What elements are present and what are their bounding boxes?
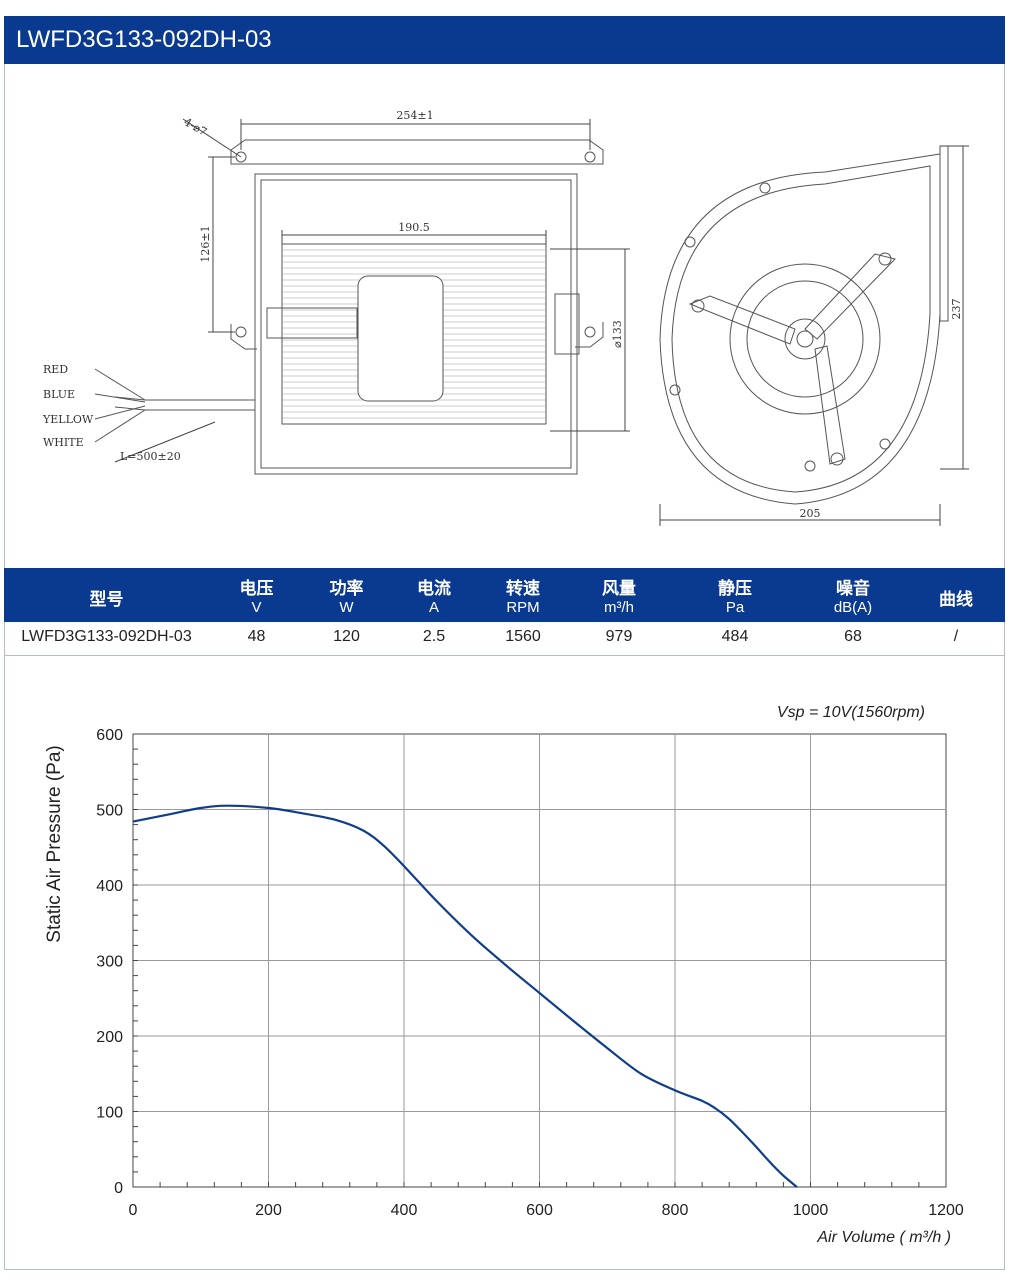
dim-depth-label: 205 bbox=[800, 507, 821, 520]
header-model: 型号 bbox=[89, 590, 124, 609]
header-static-pressure: 静压 Pa bbox=[718, 579, 752, 616]
wire-blue-label: BLUE bbox=[43, 388, 75, 401]
dim-diameter-label: ⌀133 bbox=[611, 320, 624, 348]
x-tick-label: 1000 bbox=[793, 1202, 829, 1219]
header-curve: 曲线 bbox=[939, 590, 973, 609]
header-current: 电流 A bbox=[417, 579, 451, 616]
cell-noise: 68 bbox=[844, 628, 862, 645]
y-tick-label: 200 bbox=[96, 1029, 123, 1046]
cell-current: 2.5 bbox=[422, 628, 446, 645]
header-noise: 噪音 dB(A) bbox=[833, 579, 873, 616]
mount-hole-icon bbox=[235, 151, 247, 163]
x-tick-label: 800 bbox=[662, 1202, 689, 1219]
y-tick-label: 300 bbox=[96, 954, 123, 971]
x-axis-label: Air Volume ( m³/h ) bbox=[816, 1229, 951, 1246]
technical-drawing: 254±1 4-⌀7 126±1 190.5 ⌀133 237 205 L=50… bbox=[42, 109, 969, 526]
pressure-curve-line bbox=[132, 804, 798, 1188]
x-tick-label: 200 bbox=[255, 1202, 282, 1219]
product-title-bar: LWFD3G133-092DH-03 bbox=[4, 16, 1005, 64]
header-airflow: 风量 m³/h bbox=[602, 579, 636, 616]
cell-model: LWFD3G133-092DH-03 bbox=[21, 628, 192, 645]
y-tick-label: 400 bbox=[96, 878, 123, 895]
bracket-arm bbox=[688, 295, 796, 345]
x-tick-label: 400 bbox=[391, 1202, 418, 1219]
header-voltage: 电压 V bbox=[239, 579, 274, 616]
wire-yellow-label: YELLOW bbox=[42, 413, 94, 426]
cell-power: 120 bbox=[333, 628, 360, 645]
x-tick-label: 1200 bbox=[928, 1202, 964, 1219]
chart-annotation: Vsp = 10V(1560rpm) bbox=[777, 704, 925, 721]
product-title: LWFD3G133-092DH-03 bbox=[16, 26, 272, 53]
impeller-ring bbox=[729, 263, 881, 415]
header-speed: 转速 RPM bbox=[506, 579, 540, 616]
cell-speed: 1560 bbox=[505, 628, 541, 645]
x-tick-label: 0 bbox=[129, 1202, 138, 1219]
cable-length-label: L=500±20 bbox=[120, 450, 181, 463]
cell-static-pressure: 484 bbox=[721, 628, 749, 645]
chart-ticks bbox=[132, 733, 947, 1188]
volute-outline bbox=[659, 153, 941, 505]
dim-inner-label: 190.5 bbox=[398, 221, 430, 234]
y-tick-label: 100 bbox=[96, 1105, 123, 1122]
x-tick-label: 600 bbox=[526, 1202, 553, 1219]
performance-chart: 0 200 400 600 800 1000 1200 0 100 200 300 400 500 600… bbox=[44, 704, 964, 1246]
wire-white-label: WHITE bbox=[43, 436, 84, 449]
y-tick-label: 0 bbox=[114, 1180, 123, 1197]
spec-table-header: 型号 电压 V 功率 W 电流 A 转速 RPM 风量 m³/h 静压 Pa 噪… bbox=[4, 568, 1005, 622]
dim-hole-label: 4-⌀7 bbox=[182, 115, 210, 138]
housing-outline bbox=[254, 173, 578, 475]
cell-curve: / bbox=[953, 628, 959, 645]
chart-grid bbox=[132, 733, 947, 1188]
cell-voltage: 48 bbox=[247, 628, 266, 645]
header-power: 功率 W bbox=[329, 579, 364, 616]
wire-red-label: RED bbox=[43, 363, 68, 376]
y-tick-label: 500 bbox=[96, 803, 123, 820]
chart-tick-labels: 0 200 400 600 800 1000 1200 0 100 200 300 400 500 600 bbox=[96, 727, 964, 1219]
y-axis-label: Static Air Pressure (Pa) bbox=[44, 745, 65, 942]
y-tick-label: 600 bbox=[96, 727, 123, 744]
dim-width-label: 254±1 bbox=[396, 109, 433, 122]
dim-height-right-label: 237 bbox=[950, 299, 963, 320]
cell-airflow: 979 bbox=[605, 628, 633, 645]
spec-table-row: LWFD3G133-092DH-03 48 120 2.5 1560 979 4… bbox=[4, 622, 1005, 656]
dim-height-left-label: 126±1 bbox=[199, 225, 212, 262]
motor-label-plate bbox=[357, 275, 444, 402]
